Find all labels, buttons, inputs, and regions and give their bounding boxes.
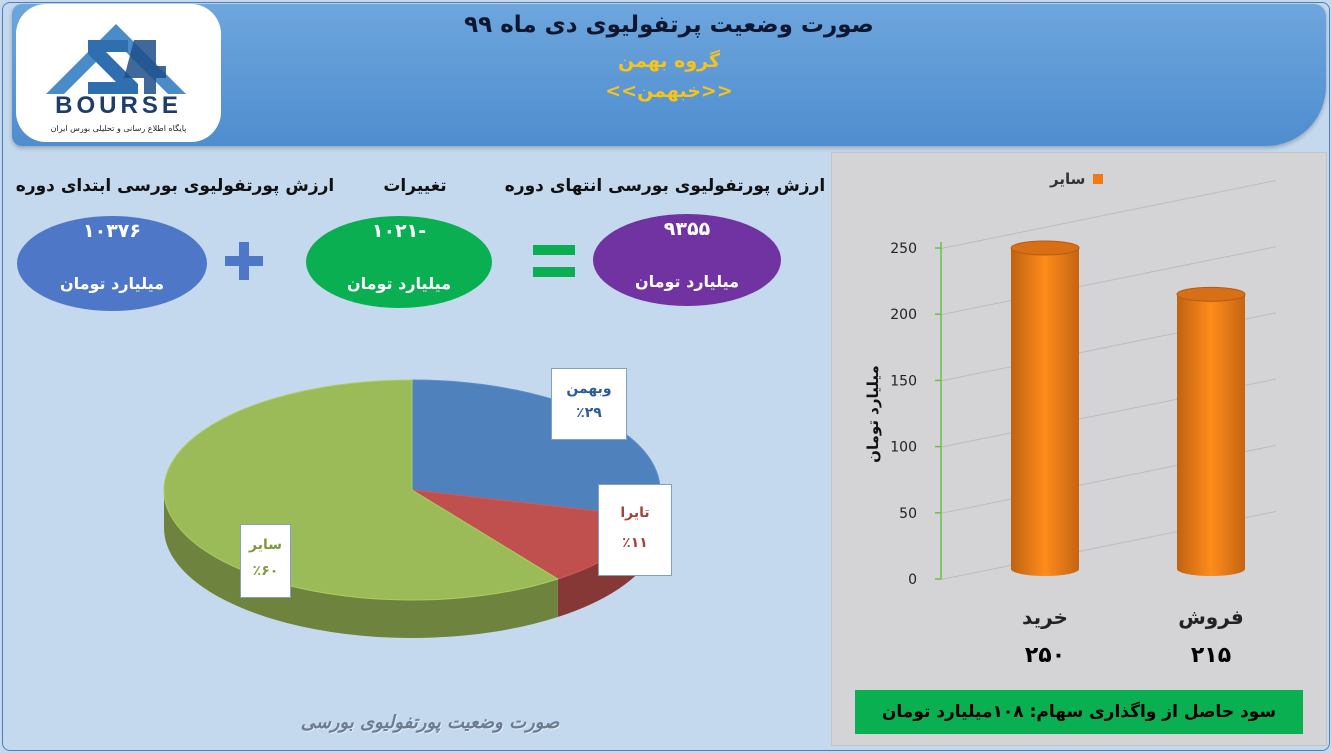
pie-caption: صورت وضعیت پورتفولیوی بورسی (300, 712, 560, 733)
bar-cylinder (1177, 294, 1245, 576)
x-category-label: خرید (1022, 605, 1068, 629)
logo-mark-icon (46, 24, 186, 94)
start-value: ۱۰۳۷۶ (83, 220, 141, 242)
y-tick-label: 0 (908, 572, 917, 588)
pie-label-name: تایرا (620, 505, 650, 521)
legend-label: سایر (1050, 170, 1086, 188)
change-value: -۱۰۲۱ (371, 220, 427, 242)
logo-word: BOURSE (55, 92, 182, 119)
bar-value-label: ۲۵۰ (1025, 643, 1065, 668)
profit-box: سود حاصل از واگذاری سهام: ۱۰۸میلیارد توم… (855, 690, 1303, 734)
bar-value-label: ۲۱۵ (1191, 643, 1231, 668)
plus-icon (225, 242, 263, 280)
bar-gridline (940, 180, 1277, 249)
end-value-unit: میلیارد تومان (634, 272, 740, 291)
start-value-ellipse: ۱۰۳۷۶ میلیارد تومان (17, 216, 207, 311)
end-value: ۹۳۵۵ (663, 218, 711, 240)
pie-label-value: ٪۶۰ (252, 563, 279, 579)
bar-cylinder-top (1010, 240, 1080, 256)
y-tick-label: 250 (890, 241, 917, 257)
start-value-label: ارزش پورتفولیوی بورسی ابتدای دوره (15, 176, 335, 196)
symbol-name: <<خبهمن>> (605, 80, 733, 102)
change-value-unit: میلیارد تومان (346, 274, 452, 293)
bourse-logo: BOURSE پایگاه اطلاع رسانی و تحلیلی بورس … (16, 4, 221, 142)
pie-label-name: وبهمن (566, 381, 612, 397)
pie-label-value: ٪۲۹ (576, 405, 602, 421)
pie-label-tayra: تایرا ٪۱۱ (598, 484, 672, 576)
pie-label-value: ٪۱۱ (622, 535, 648, 551)
y-tick-label: 150 (890, 373, 917, 389)
pie-slice-side (164, 490, 558, 638)
page-title: صورت وضعیت پرتفولیوی دی ماه ۹۹ (464, 12, 874, 38)
equals-icon (533, 245, 575, 277)
header-banner: صورت وضعیت پرتفولیوی دی ماه ۹۹ گروه بهمن… (12, 4, 1326, 146)
change-value-ellipse: -۱۰۲۱ میلیارد تومان (306, 216, 492, 308)
group-name: گروه بهمن (617, 50, 721, 72)
bar-chart-svg: 0 50 100 150 200 250 خرید فروش ۲۵۰ ۲۱۵ (890, 180, 1277, 668)
x-category-label: فروش (1178, 605, 1244, 629)
legend-swatch (1093, 174, 1104, 184)
bar-legend: سایر (1050, 170, 1104, 188)
y-tick-label: 200 (890, 307, 917, 323)
pie-label-name: سایر (249, 537, 282, 553)
bar-cylinder-top (1176, 286, 1246, 302)
end-value-label: ارزش پورتفولیوی بورسی انتهای دوره (504, 176, 826, 196)
end-value-ellipse: ۹۳۵۵ میلیارد تومان (593, 214, 781, 306)
pie-label-vbahman: وبهمن ٪۲۹ (551, 368, 627, 440)
pie-chart-svg (163, 379, 661, 638)
logo-subtitle: پایگاه اطلاع رسانی و تحلیلی بورس ایران (50, 124, 187, 133)
pie-chart (150, 360, 710, 650)
y-tick-label: 50 (899, 506, 917, 522)
pie-label-sayer: سایر ٪۶۰ (240, 524, 291, 598)
start-value-unit: میلیارد تومان (59, 274, 165, 293)
bar-gridline (940, 246, 1277, 316)
bar-cylinder (1011, 248, 1079, 576)
y-tick-label: 100 (890, 440, 917, 456)
change-label: تغییرات (383, 176, 447, 196)
